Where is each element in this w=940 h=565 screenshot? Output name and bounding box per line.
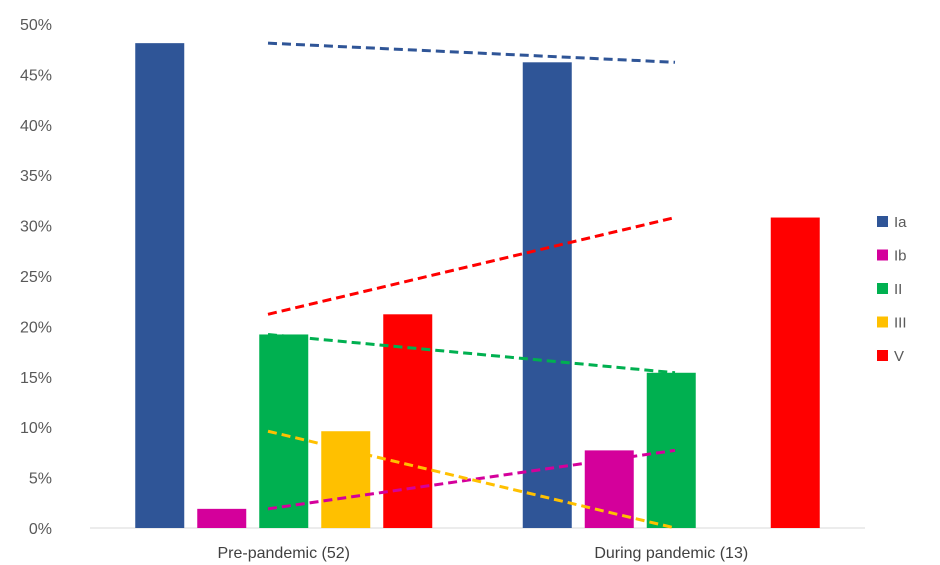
trendline-ia [267,41,676,64]
bars [135,43,820,528]
x-tick-label: During pandemic (13) [594,545,748,562]
legend-label-ia: Ia [894,214,907,231]
legend-label-iii: III [894,315,907,332]
bar-ia [135,43,185,528]
legend-label-ii: II [894,281,902,298]
legend-swatch-ia [877,216,888,227]
y-tick-label: 45% [20,67,52,84]
trendlines [267,41,676,530]
bar-ia [522,62,572,528]
y-tick-label: 25% [20,269,52,286]
trendline-v [267,216,676,316]
trendline-ii [267,332,676,375]
bar-ii [259,334,309,528]
y-tick-label: 10% [20,420,52,437]
y-tick-label: 0% [29,521,52,538]
y-axis: 0% 5% 10% 15% 20% 25% 30% 35% 40% 45% 50% [20,17,52,538]
x-tick-label: Pre-pandemic (52) [218,545,351,562]
x-axis: Pre-pandemic (52) During pandemic (13) [218,545,749,562]
y-tick-label: 35% [20,168,52,185]
y-tick-label: 15% [20,370,52,387]
legend-label-ib: Ib [894,248,907,265]
legend-label-v: V [894,348,904,365]
y-tick-label: 50% [20,17,52,34]
trendline-ib [267,448,676,511]
y-tick-label: 30% [20,219,52,236]
legend-swatch-v [877,350,888,361]
legend-swatch-iii [877,316,888,328]
bar-ib [197,508,247,528]
y-tick-label: 40% [20,118,52,135]
legend-swatch-ib [877,249,888,261]
bar-v [770,217,820,528]
y-tick-label: 5% [29,471,52,488]
legend-swatch-ii [877,283,888,294]
y-tick-label: 20% [20,319,52,336]
